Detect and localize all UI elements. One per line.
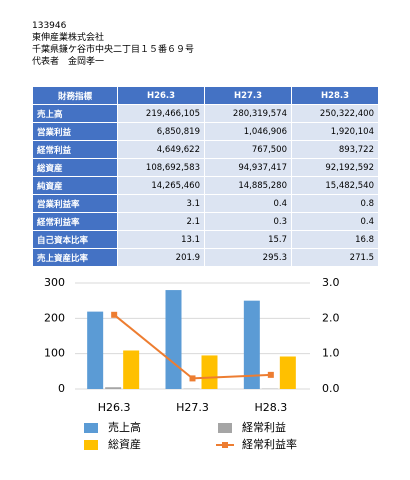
bar xyxy=(105,387,122,389)
y-tick-label: 200 xyxy=(44,311,65,324)
legend-label: 経常利益率 xyxy=(242,437,297,451)
value-cell: 219,466,105 xyxy=(117,104,205,123)
bar xyxy=(123,350,140,389)
row-label: 売上資産比率 xyxy=(32,248,118,267)
x-tick-label: H27.3 xyxy=(176,401,209,414)
table-row: 経常利益率 2.1 0.3 0.4 xyxy=(32,212,379,231)
legend-label: 売上高 xyxy=(108,420,141,434)
row-label: 経常利益 xyxy=(32,140,118,159)
legend-marker xyxy=(222,442,228,448)
x-tick-label: H28.3 xyxy=(254,401,287,414)
legend-label: 経常利益 xyxy=(242,420,286,434)
bar xyxy=(243,300,260,389)
bar xyxy=(279,356,296,389)
legend-label: 総資産 xyxy=(108,437,141,451)
header-cell: H26.3 xyxy=(117,86,205,105)
x-tick-label: H26.3 xyxy=(98,401,131,414)
y-tick-label: 300 xyxy=(44,276,65,289)
legend-swatch xyxy=(218,423,232,433)
value-cell: 271.5 xyxy=(291,248,379,267)
value-cell: 250,322,400 xyxy=(291,104,379,123)
value-cell: 108,692,583 xyxy=(117,158,205,177)
value-cell: 1,920,104 xyxy=(291,122,379,141)
row-label: 売上高 xyxy=(32,104,118,123)
bar xyxy=(165,290,182,389)
table-row: 経常利益 4,649,622 767,500 893,722 xyxy=(32,140,379,159)
header-line: 代表者 金岡孝一 xyxy=(32,57,105,67)
table-row: 売上高 219,466,105 280,319,574 250,322,400 xyxy=(32,104,379,123)
row-label: 経常利益率 xyxy=(32,212,118,231)
value-cell: 3.1 xyxy=(117,194,205,213)
table-row: 営業利益 6,850,819 1,046,906 1,920,104 xyxy=(32,122,379,141)
table-row: 営業利益率 3.1 0.4 0.8 xyxy=(32,194,379,213)
table-row: 総資産 108,692,583 94,937,417 92,192,592 xyxy=(32,158,379,177)
value-cell: 295.3 xyxy=(204,248,292,267)
bar xyxy=(87,311,104,389)
line-marker xyxy=(111,311,118,318)
y-tick-label: 0 xyxy=(58,382,65,395)
value-cell: 6,850,819 xyxy=(117,122,205,141)
value-cell: 0.4 xyxy=(204,194,292,213)
value-cell: 0.4 xyxy=(291,212,379,231)
legend-swatch xyxy=(84,423,98,433)
row-label: 総資産 xyxy=(32,158,118,177)
value-cell: 15,482,540 xyxy=(291,176,379,195)
row-label: 純資産 xyxy=(32,176,118,195)
chart: 0 100 200 300 0.0 1.0 2.0 3.0 H26.3 H27.3 H28.3 売上高… xyxy=(44,276,340,451)
row-label: 営業利益率 xyxy=(32,194,118,213)
table-row: 純資産 14,265,460 14,885,280 15,482,540 xyxy=(32,176,379,195)
value-cell: 13.1 xyxy=(117,230,205,249)
value-cell: 16.8 xyxy=(291,230,379,249)
y2-tick-label: 2.0 xyxy=(322,311,340,324)
line-marker xyxy=(267,371,274,378)
value-cell: 4,649,622 xyxy=(117,140,205,159)
y2-tick-label: 3.0 xyxy=(322,276,340,289)
value-cell: 15.7 xyxy=(204,230,292,249)
y-tick-label: 100 xyxy=(44,347,65,360)
header-line: 133946 xyxy=(32,21,67,31)
y2-tick-label: 0.0 xyxy=(322,382,340,395)
value-cell: 94,937,417 xyxy=(204,158,292,177)
value-cell: 201.9 xyxy=(117,248,205,267)
row-label: 営業利益 xyxy=(32,122,118,141)
value-cell: 280,319,574 xyxy=(204,104,292,123)
header-row: 財務指標 H26.3 H27.3 H28.3 xyxy=(32,86,379,105)
header-cell: 財務指標 xyxy=(32,86,118,105)
value-cell: 1,046,906 xyxy=(204,122,292,141)
financial-table: 財務指標 H26.3 H27.3 H28.3 売上高 219,466,105 280,319… xyxy=(32,86,379,267)
value-cell: 2.1 xyxy=(117,212,205,231)
bar xyxy=(201,355,218,389)
value-cell: 0.3 xyxy=(204,212,292,231)
row-label: 自己資本比率 xyxy=(32,230,118,249)
header: 133946 東伸産業株式会社千葉県鎌ケ谷市中央二丁目１５番６９号 代表者 金岡孝一 xyxy=(32,20,194,68)
header-cell: H27.3 xyxy=(204,86,292,105)
table-row: 売上資産比率 201.9 295.3 271.5 xyxy=(32,248,379,267)
header-line: 千葉県鎌ケ谷市中央二丁目１５番６９号 xyxy=(32,45,195,55)
value-cell: 14,265,460 xyxy=(117,176,205,195)
y2-tick-label: 1.0 xyxy=(322,347,340,360)
value-cell: 92,192,592 xyxy=(291,158,379,177)
header-cell: H28.3 xyxy=(291,86,379,105)
value-cell: 767,500 xyxy=(204,140,292,159)
value-cell: 14,885,280 xyxy=(204,176,292,195)
line-marker xyxy=(189,375,196,382)
header-line: 東伸産業株式会社 xyxy=(32,33,105,43)
table-row: 自己資本比率 13.1 15.7 16.8 xyxy=(32,230,379,249)
value-cell: 893,722 xyxy=(291,140,379,159)
value-cell: 0.8 xyxy=(291,194,379,213)
legend-swatch xyxy=(84,440,98,450)
